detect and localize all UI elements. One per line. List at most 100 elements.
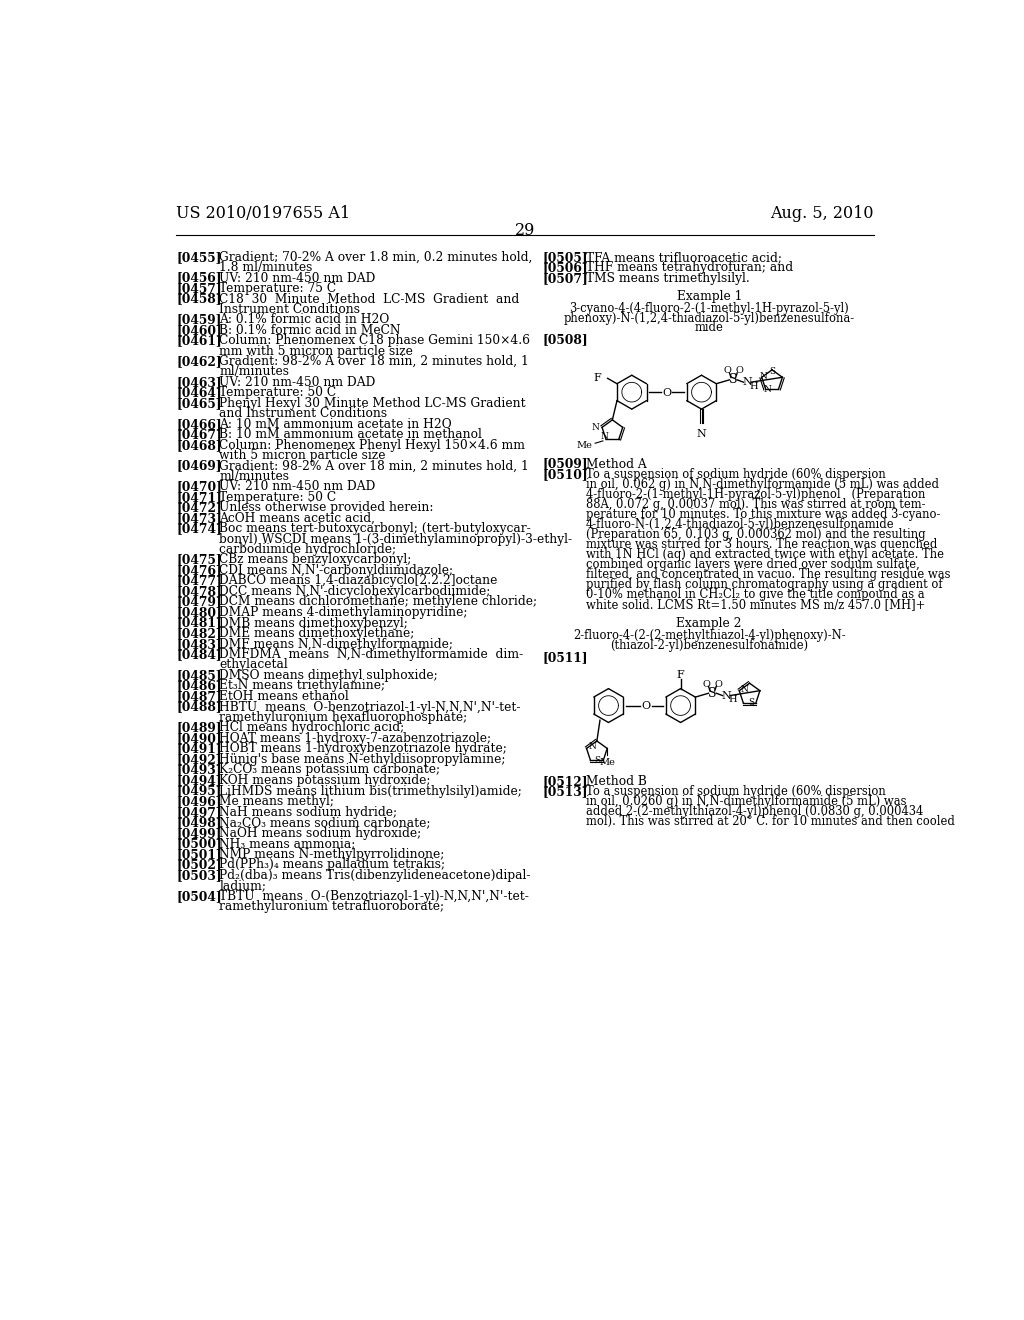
Text: 4-fluoro-2-(1-methyl-1H-pyrazol-5-yl)phenol   (Preparation: 4-fluoro-2-(1-methyl-1H-pyrazol-5-yl)phe… xyxy=(586,488,926,500)
Text: [0467]: [0467] xyxy=(176,428,222,441)
Text: in oil, 0.062 g) in N,N-dimethylformamide (5 mL) was added: in oil, 0.062 g) in N,N-dimethylformamid… xyxy=(586,478,939,491)
Text: Et₃N means triethylamine;: Et₃N means triethylamine; xyxy=(219,680,386,693)
Text: Gradient: 70-2% A over 1.8 min, 0.2 minutes hold,: Gradient: 70-2% A over 1.8 min, 0.2 minu… xyxy=(219,251,532,264)
Text: DCC means N,N'-dicyclohexylcarbodiimide;: DCC means N,N'-dicyclohexylcarbodiimide; xyxy=(219,585,490,598)
Text: perature for 10 minutes. To this mixture was added 3-cyano-: perature for 10 minutes. To this mixture… xyxy=(586,508,940,521)
Text: Pd(PPh₃)₄ means palladium tetrakis;: Pd(PPh₃)₄ means palladium tetrakis; xyxy=(219,858,445,871)
Text: [0511]: [0511] xyxy=(543,651,588,664)
Text: N: N xyxy=(696,429,707,440)
Text: Gradient: 98-2% A over 18 min, 2 minutes hold, 1: Gradient: 98-2% A over 18 min, 2 minutes… xyxy=(219,459,529,473)
Text: Boc means tert-butoxycarbonyl; (tert-butyloxycar-: Boc means tert-butoxycarbonyl; (tert-but… xyxy=(219,523,531,536)
Text: and Instrument Conditions: and Instrument Conditions xyxy=(219,407,387,420)
Text: [0455]: [0455] xyxy=(176,251,221,264)
Text: [0510]: [0510] xyxy=(543,467,588,480)
Text: Column: Phenomenex C18 phase Gemini 150×4.6: Column: Phenomenex C18 phase Gemini 150×… xyxy=(219,334,530,347)
Text: [0484]: [0484] xyxy=(176,648,221,661)
Text: N: N xyxy=(722,690,731,701)
Text: [0502]: [0502] xyxy=(176,858,221,871)
Text: [0495]: [0495] xyxy=(176,784,221,797)
Text: [0504]: [0504] xyxy=(176,890,221,903)
Text: N: N xyxy=(742,378,753,387)
Text: (Preparation 65, 0.103 g, 0.000362 mol) and the resulting: (Preparation 65, 0.103 g, 0.000362 mol) … xyxy=(586,528,926,541)
Text: [0473]: [0473] xyxy=(176,512,222,525)
Text: NMP means N-methylpyrrolidinone;: NMP means N-methylpyrrolidinone; xyxy=(219,847,444,861)
Text: [0471]: [0471] xyxy=(176,491,222,504)
Text: THF means tetrahydrofuran; and: THF means tetrahydrofuran; and xyxy=(586,261,794,275)
Text: [0464]: [0464] xyxy=(176,387,221,400)
Text: [0507]: [0507] xyxy=(543,272,589,285)
Text: DABCO means 1,4-diazabicyclo[2.2.2]octane: DABCO means 1,4-diazabicyclo[2.2.2]octan… xyxy=(219,574,498,587)
Text: [0461]: [0461] xyxy=(176,334,221,347)
Text: O: O xyxy=(723,366,731,375)
Text: Na₂CO₃ means sodium carbonate;: Na₂CO₃ means sodium carbonate; xyxy=(219,816,431,829)
Text: [0463]: [0463] xyxy=(176,376,221,389)
Text: [0472]: [0472] xyxy=(176,502,222,515)
Text: [0457]: [0457] xyxy=(176,282,221,296)
Text: TFA means trifluoroacetic acid;: TFA means trifluoroacetic acid; xyxy=(586,251,782,264)
Text: [0469]: [0469] xyxy=(176,459,221,473)
Text: [0512]: [0512] xyxy=(543,775,588,788)
Text: [0508]: [0508] xyxy=(543,334,588,346)
Text: in oil, 0.0260 g) in N,N-dimethylformamide (5 mL) was: in oil, 0.0260 g) in N,N-dimethylformami… xyxy=(586,795,906,808)
Text: [0494]: [0494] xyxy=(176,774,221,787)
Text: 29: 29 xyxy=(515,222,535,239)
Text: [0492]: [0492] xyxy=(176,752,221,766)
Text: filtered, and concentrated in vacuo. The resulting residue was: filtered, and concentrated in vacuo. The… xyxy=(586,568,950,581)
Text: O: O xyxy=(702,680,710,689)
Text: [0459]: [0459] xyxy=(176,313,221,326)
Text: UV: 210 nm-450 nm DAD: UV: 210 nm-450 nm DAD xyxy=(219,272,376,285)
Text: AcOH means acetic acid,: AcOH means acetic acid, xyxy=(219,512,376,525)
Text: [0499]: [0499] xyxy=(176,826,221,840)
Text: ethylacetal: ethylacetal xyxy=(219,659,288,672)
Text: [0468]: [0468] xyxy=(176,438,221,451)
Text: N: N xyxy=(592,422,600,432)
Text: 3-cyano-4-(4-fluoro-2-(1-methyl-1H-pyrazol-5-yl): 3-cyano-4-(4-fluoro-2-(1-methyl-1H-pyraz… xyxy=(569,302,849,315)
Text: ramethyluronium tetrafluoroborate;: ramethyluronium tetrafluoroborate; xyxy=(219,900,444,913)
Text: ramethyluronium hexafluorophosphate;: ramethyluronium hexafluorophosphate; xyxy=(219,710,468,723)
Text: [0485]: [0485] xyxy=(176,669,221,682)
Text: To a suspension of sodium hydride (60% dispersion: To a suspension of sodium hydride (60% d… xyxy=(586,785,886,799)
Text: US 2010/0197655 A1: US 2010/0197655 A1 xyxy=(176,205,350,222)
Text: N: N xyxy=(588,742,596,751)
Text: 2-fluoro-4-(2-(2-methylthiazol-4-yl)phenoxy)-N-: 2-fluoro-4-(2-(2-methylthiazol-4-yl)phen… xyxy=(573,628,846,642)
Text: [0479]: [0479] xyxy=(176,595,221,609)
Text: HOAT means 1-hydroxy-7-azabenzotriazole;: HOAT means 1-hydroxy-7-azabenzotriazole; xyxy=(219,731,492,744)
Text: DMB means dimethoxybenzyl;: DMB means dimethoxybenzyl; xyxy=(219,616,409,630)
Text: CDI means N,N'-carbonyldiimidazole;: CDI means N,N'-carbonyldiimidazole; xyxy=(219,564,454,577)
Text: H: H xyxy=(728,694,737,704)
Text: [0466]: [0466] xyxy=(176,417,221,430)
Text: [0477]: [0477] xyxy=(176,574,222,587)
Text: C18  30  Minute  Method  LC-MS  Gradient  and: C18 30 Minute Method LC-MS Gradient and xyxy=(219,293,520,306)
Text: DMFDMA  means  N,N-dimethylformamide  dim-: DMFDMA means N,N-dimethylformamide dim- xyxy=(219,648,523,661)
Text: 0-10% methanol in CH₂Cl₂ to give the title compound as a: 0-10% methanol in CH₂Cl₂ to give the tit… xyxy=(586,587,925,601)
Text: NaH means sodium hydride;: NaH means sodium hydride; xyxy=(219,805,397,818)
Text: F: F xyxy=(677,669,684,680)
Text: B: 0.1% formic acid in MeCN: B: 0.1% formic acid in MeCN xyxy=(219,323,401,337)
Text: UV: 210 nm-450 nm DAD: UV: 210 nm-450 nm DAD xyxy=(219,376,376,389)
Text: K₂CO₃ means potassium carbonate;: K₂CO₃ means potassium carbonate; xyxy=(219,763,440,776)
Text: [0465]: [0465] xyxy=(176,397,221,411)
Text: 4-fluoro-N-(1,2,4-thiadiazol-5-yl)benzenesulfonamide: 4-fluoro-N-(1,2,4-thiadiazol-5-yl)benzen… xyxy=(586,517,895,531)
Text: N: N xyxy=(600,432,608,441)
Text: A: 0.1% formic acid in H2O: A: 0.1% formic acid in H2O xyxy=(219,313,390,326)
Text: [0476]: [0476] xyxy=(176,564,222,577)
Text: Method A: Method A xyxy=(586,458,647,471)
Text: [0490]: [0490] xyxy=(176,731,221,744)
Text: S: S xyxy=(594,756,600,766)
Text: white solid. LCMS Rt=1.50 minutes MS m/z 457.0 [MH]+: white solid. LCMS Rt=1.50 minutes MS m/z… xyxy=(586,598,926,611)
Text: ml/minutes: ml/minutes xyxy=(219,366,290,379)
Text: [0500]: [0500] xyxy=(176,837,222,850)
Text: UV: 210 nm-450 nm DAD: UV: 210 nm-450 nm DAD xyxy=(219,480,376,494)
Text: O: O xyxy=(641,701,650,711)
Text: S: S xyxy=(729,374,737,387)
Text: ml/minutes: ml/minutes xyxy=(219,470,290,483)
Text: TBTU  means  O-(Benzotriazol-1-yl)-N,N,N',N'-tet-: TBTU means O-(Benzotriazol-1-yl)-N,N,N',… xyxy=(219,890,529,903)
Text: Hünig's base means N-ethyldiisopropylamine;: Hünig's base means N-ethyldiisopropylami… xyxy=(219,752,506,766)
Text: DCM means dichloromethane; methylene chloride;: DCM means dichloromethane; methylene chl… xyxy=(219,595,538,609)
Text: Temperature: 50 C: Temperature: 50 C xyxy=(219,491,337,504)
Text: [0513]: [0513] xyxy=(543,785,588,799)
Text: F: F xyxy=(594,374,601,383)
Text: O: O xyxy=(715,680,723,689)
Text: combined organic layers were dried over sodium sulfate,: combined organic layers were dried over … xyxy=(586,558,920,570)
Text: [0488]: [0488] xyxy=(176,701,221,714)
